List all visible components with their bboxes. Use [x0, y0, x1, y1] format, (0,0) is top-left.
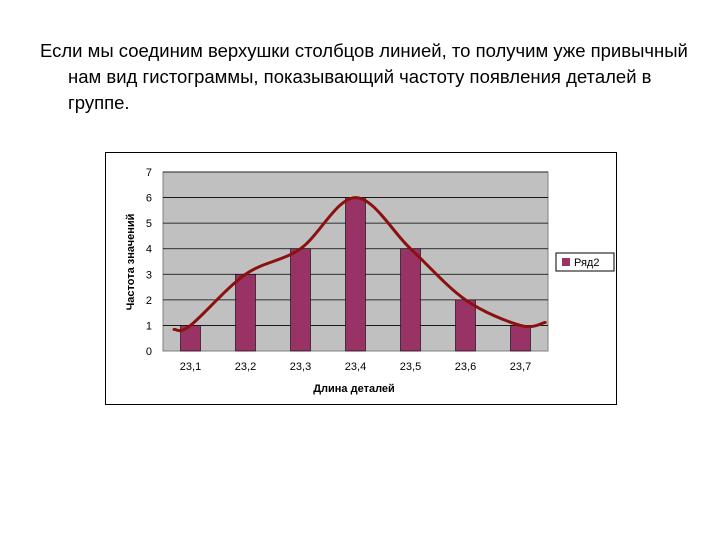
y-tick-label: 3 — [146, 269, 152, 281]
x-tick-label: 23,2 — [235, 361, 256, 373]
legend-swatch — [562, 258, 570, 266]
legend-box — [555, 252, 615, 272]
bar — [235, 273, 256, 352]
bar — [345, 197, 366, 352]
bars — [180, 197, 531, 352]
bar — [510, 325, 531, 352]
y-tick-label: 6 — [146, 193, 152, 205]
x-tick-label: 23,3 — [290, 361, 311, 373]
bar — [455, 299, 476, 352]
bar — [400, 248, 421, 352]
slide-text: Если мы соединим верхушки столбцов линие… — [40, 40, 688, 113]
y-tick-label: 5 — [146, 218, 152, 230]
x-tick-label: 23,5 — [400, 361, 421, 373]
bar — [290, 248, 311, 352]
trend-curve — [172, 196, 547, 333]
legend: Ряд2 — [555, 252, 615, 272]
y-tick-label: 7 — [146, 167, 152, 179]
x-axis-title: Длина деталей — [313, 383, 395, 395]
y-tick-label: 2 — [146, 295, 152, 307]
x-tick-labels: 23,1 23,2 23,3 23,4 23,5 23,6 23,7 — [180, 361, 531, 373]
x-tick-label: 23,1 — [180, 361, 201, 373]
y-tick-label: 0 — [146, 346, 152, 358]
y-tick-labels: 0 1 2 3 4 5 6 7 — [146, 167, 152, 358]
legend-label: Ряд2 — [574, 257, 599, 269]
x-tick-label: 23,4 — [345, 361, 366, 373]
x-tick-label: 23,7 — [510, 361, 531, 373]
y-tick-label: 4 — [146, 244, 152, 256]
y-tick-label: 1 — [146, 320, 152, 332]
x-tick-label: 23,6 — [455, 361, 476, 373]
y-axis-title: Частота значений — [125, 214, 137, 311]
